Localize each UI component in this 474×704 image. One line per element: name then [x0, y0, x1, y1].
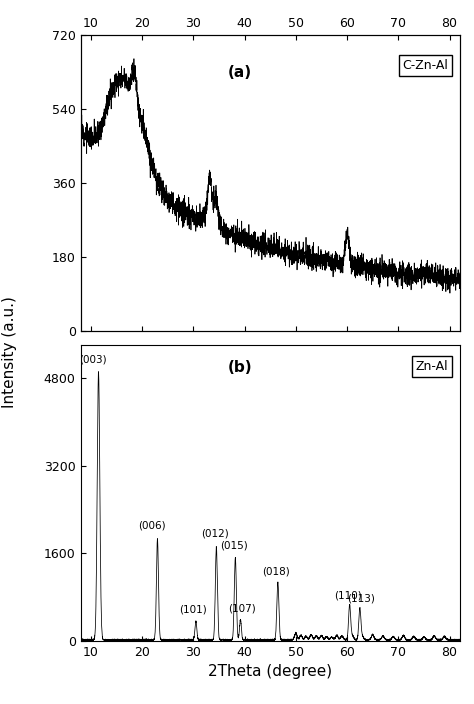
Text: C-Zn-Al: C-Zn-Al: [402, 59, 448, 72]
Text: (113): (113): [347, 593, 375, 603]
Text: (a): (a): [228, 65, 252, 80]
X-axis label: 2Theta (degree): 2Theta (degree): [208, 664, 332, 679]
Text: (110): (110): [334, 590, 362, 601]
Text: Intensity (a.u.): Intensity (a.u.): [2, 296, 17, 408]
Text: Zn-Al: Zn-Al: [416, 360, 448, 373]
Text: (006): (006): [138, 520, 166, 530]
Text: (107): (107): [228, 604, 256, 614]
Text: (b): (b): [228, 360, 252, 375]
Text: (003): (003): [80, 354, 107, 365]
Text: (101): (101): [180, 605, 207, 615]
Text: (012): (012): [201, 529, 229, 539]
Text: (018): (018): [263, 567, 290, 577]
Text: (015): (015): [220, 541, 248, 551]
